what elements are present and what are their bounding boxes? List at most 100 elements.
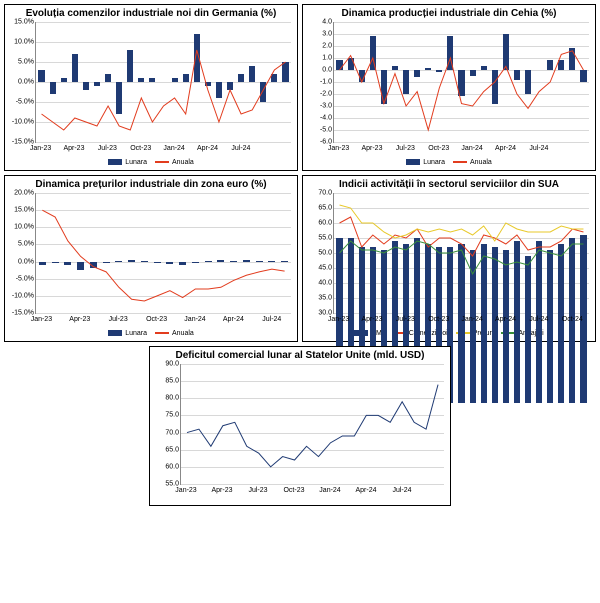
plot-area: 55.060.065.070.075.080.085.090.0 <box>180 364 444 485</box>
x-tick-label: Jan-24 <box>461 316 482 323</box>
chart-title: Dinamica prețurilor industriale din zona… <box>5 176 297 191</box>
y-tick-label: 0.0% <box>18 258 36 265</box>
y-tick-label: 65.0 <box>165 446 181 453</box>
x-tick-label: Apr-24 <box>197 145 218 152</box>
x-axis-labels: Jan-23Apr-23Jul-23Oct-23Jan-24Apr-24Jul-… <box>35 145 291 157</box>
y-tick-label: 60.0 <box>165 463 181 470</box>
y-tick-label: -5.0 <box>320 127 334 134</box>
y-tick-label: 35.0 <box>318 295 334 302</box>
gridline <box>36 142 291 143</box>
x-tick-label: Jul-23 <box>396 316 415 323</box>
x-tick-label: Jul-24 <box>529 145 548 152</box>
legend-label: Lunara <box>125 159 147 166</box>
x-tick-label: Apr-23 <box>63 145 84 152</box>
y-tick-label: 0.0% <box>18 79 36 86</box>
x-tick-label: Jul-24 <box>231 145 250 152</box>
y-tick-label: 90.0 <box>165 361 181 368</box>
chart-panel-euro: Dinamica prețurilor industriale din zona… <box>4 175 298 342</box>
x-tick-label: Oct-24 <box>562 316 583 323</box>
y-tick-label: 4.0 <box>322 19 334 26</box>
x-tick-label: Jan-23 <box>328 316 349 323</box>
x-tick-label: Apr-24 <box>355 487 376 494</box>
plot-area: 30.035.040.045.050.055.060.065.070.0 <box>333 193 589 314</box>
y-tick-label: 20.0% <box>14 190 36 197</box>
y-tick-label: 45.0 <box>318 265 334 272</box>
x-tick-label: Apr-24 <box>495 316 516 323</box>
x-tick-label: Oct-23 <box>428 145 449 152</box>
y-tick-label: 1.0 <box>322 55 334 62</box>
plot-area: -6.0-5.0-4.0-3.0-2.0-1.00.01.02.03.04.0 <box>333 22 589 143</box>
x-tick-label: Oct-23 <box>130 145 151 152</box>
y-tick-label: -2.0 <box>320 91 334 98</box>
x-tick-label: Jul-23 <box>396 145 415 152</box>
x-tick-label: Jan-24 <box>184 316 205 323</box>
y-tick-label: 5.0% <box>18 58 36 65</box>
x-axis-labels: Jan-23Apr-23Jul-23Oct-23Jan-24Apr-24Jul-… <box>180 487 444 499</box>
chart-panel-usa_deficit: Deficitul comercial lunar al Statelor Un… <box>149 346 451 506</box>
plot-area: -15.0%-10.0%-5.0%0.0%5.0%10.0%15.0% <box>35 22 291 143</box>
gridline <box>36 313 291 314</box>
lines-layer <box>334 22 589 142</box>
y-tick-label: -3.0 <box>320 103 334 110</box>
chart-panel-usa_services: Indicii activității în sectorul servicii… <box>302 175 596 342</box>
x-tick-label: Jul-24 <box>392 487 411 494</box>
y-tick-label: 65.0 <box>318 205 334 212</box>
y-tick-label: 80.0 <box>165 395 181 402</box>
y-tick-label: 15.0% <box>14 207 36 214</box>
x-tick-label: Jul-23 <box>109 316 128 323</box>
y-tick-label: -5.0% <box>16 275 36 282</box>
x-tick-label: Jan-24 <box>461 145 482 152</box>
y-tick-label: 10.0% <box>14 38 36 45</box>
lines-layer <box>36 22 291 142</box>
legend-label: Anuala <box>172 159 194 166</box>
series-line <box>340 51 584 130</box>
y-tick-label: -5.0% <box>16 98 36 105</box>
x-tick-label: Apr-23 <box>361 316 382 323</box>
legend-label: Anuala <box>470 159 492 166</box>
x-tick-label: Jan-23 <box>30 145 51 152</box>
y-tick-label: 55.0 <box>318 235 334 242</box>
y-tick-label: -4.0 <box>320 115 334 122</box>
legend-label: Anuala <box>172 330 194 337</box>
y-tick-label: 3.0 <box>322 31 334 38</box>
x-tick-label: Apr-24 <box>495 145 516 152</box>
x-axis-labels: Jan-23Apr-23Jul-23Oct-23Jan-24Apr-24Jul-… <box>35 316 291 328</box>
legend-swatch <box>155 332 169 334</box>
y-tick-label: 15.0% <box>14 19 36 26</box>
x-tick-label: Jul-24 <box>529 316 548 323</box>
legend: LunaraAnuala <box>5 328 297 341</box>
x-tick-label: Jan-24 <box>163 145 184 152</box>
y-tick-label: 70.0 <box>318 190 334 197</box>
chart-panel-czech: Dinamica producției industriale din Cehi… <box>302 4 596 171</box>
series-line <box>340 241 584 274</box>
y-tick-label: 2.0 <box>322 43 334 50</box>
legend: Lunara Anuala <box>5 157 297 170</box>
x-axis-labels: Jan-23Apr-23Jul-23Oct-23Jan-24Apr-24Jul-… <box>333 316 589 328</box>
lines-layer <box>181 364 444 484</box>
y-tick-label: -1.0 <box>320 79 334 86</box>
y-tick-label: 60.0 <box>318 220 334 227</box>
chart-title: Indicii activității în sectorul servicii… <box>303 176 595 191</box>
chart-title: Deficitul comercial lunar al Statelor Un… <box>150 347 450 362</box>
legend-swatch <box>108 159 122 165</box>
chart-title: Dinamica producției industriale din Cehi… <box>303 5 595 20</box>
chart-panel-germany: Evoluția comenzilor industriale noi din … <box>4 4 298 171</box>
x-tick-label: Apr-24 <box>223 316 244 323</box>
x-tick-label: Apr-23 <box>211 487 232 494</box>
series-line <box>42 210 284 301</box>
x-tick-label: Jan-23 <box>328 145 349 152</box>
y-tick-label: 5.0% <box>18 241 36 248</box>
y-tick-label: 75.0 <box>165 412 181 419</box>
series-line <box>42 50 286 130</box>
x-tick-label: Jul-23 <box>248 487 267 494</box>
y-tick-label: 40.0 <box>318 280 334 287</box>
x-axis-labels: Jan-23Apr-23Jul-23Oct-23Jan-24Apr-24Jul-… <box>333 145 589 157</box>
x-tick-label: Jan-23 <box>31 316 52 323</box>
x-tick-label: Oct-23 <box>428 316 449 323</box>
y-tick-label: -10.0% <box>12 119 36 126</box>
y-tick-label: 50.0 <box>318 250 334 257</box>
y-tick-label: 70.0 <box>165 429 181 436</box>
x-tick-label: Jul-23 <box>98 145 117 152</box>
legend-swatch <box>155 161 169 163</box>
x-tick-label: Jul-24 <box>262 316 281 323</box>
